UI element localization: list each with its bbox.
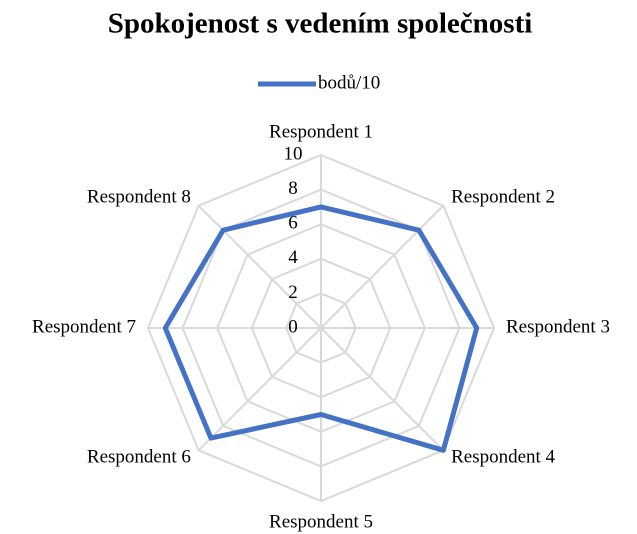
category-label: Respondent 3	[506, 316, 610, 337]
series-line	[162, 204, 480, 453]
category-label: Respondent 5	[269, 511, 373, 532]
category-label: Respondent 4	[451, 446, 555, 467]
legend-label: bodů/10	[318, 72, 380, 93]
category-label: Respondent 7	[32, 316, 136, 337]
r-tick-label: 4	[288, 247, 298, 268]
r-tick-label: 8	[288, 178, 298, 199]
r-tick-label: 0	[288, 316, 298, 337]
axis-spoke	[197, 327, 322, 452]
axis-spoke	[197, 204, 322, 329]
r-tick-label: 2	[288, 282, 298, 303]
axis-spoke	[320, 204, 445, 329]
category-label: Respondent 1	[269, 121, 373, 142]
axis-spoke	[320, 327, 445, 452]
r-tick-label: 6	[288, 213, 298, 234]
category-label: Respondent 8	[87, 186, 191, 207]
r-tick-label: 10	[284, 143, 303, 164]
category-label: Respondent 2	[451, 186, 555, 207]
category-label: Respondent 6	[87, 446, 191, 467]
chart-title: Spokojenost s vedením společnosti	[108, 8, 533, 40]
